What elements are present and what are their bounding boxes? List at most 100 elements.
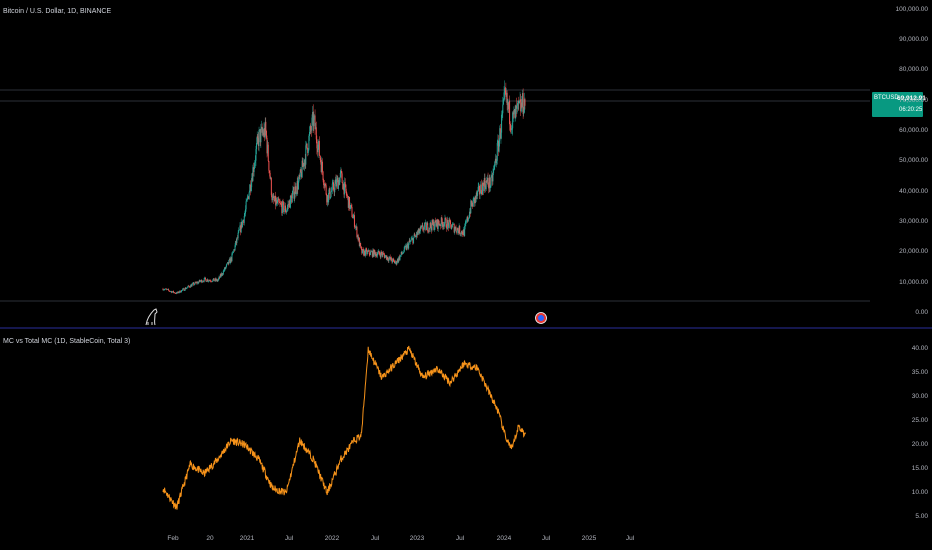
- candle-body: [265, 121, 267, 131]
- candle-body: [461, 230, 463, 234]
- candle-body: [482, 182, 484, 185]
- candle-body: [259, 129, 261, 143]
- candle-body: [459, 225, 461, 234]
- candle-body: [288, 201, 290, 205]
- candle-body: [282, 201, 284, 203]
- candle-body: [358, 237, 360, 247]
- candle-body: [504, 88, 506, 91]
- candle-body: [216, 279, 218, 281]
- candle-body: [442, 224, 444, 227]
- candle-body: [465, 221, 467, 223]
- candle-body: [453, 223, 455, 233]
- candle-body: [207, 279, 209, 282]
- candle-body: [245, 201, 247, 210]
- candle-body: [171, 291, 173, 293]
- candle-body: [494, 158, 496, 162]
- candle-body: [311, 117, 313, 131]
- candle-body: [485, 180, 487, 190]
- candle-body: [424, 222, 426, 227]
- candle-body: [470, 200, 472, 214]
- candle-body: [270, 178, 272, 196]
- candle-body: [173, 292, 175, 293]
- candle-body: [365, 249, 367, 256]
- candle-body: [491, 175, 493, 182]
- candle-body: [341, 170, 343, 174]
- candle-body: [250, 187, 252, 192]
- candle-body: [260, 126, 262, 129]
- candle-body: [358, 237, 360, 241]
- candle-body: [180, 292, 182, 293]
- candle-body: [179, 290, 181, 293]
- candle-body: [232, 251, 234, 253]
- candle-body: [518, 101, 520, 104]
- x-tick-label: Jul: [455, 535, 465, 542]
- candle-body: [417, 228, 419, 233]
- candle-body: [335, 179, 337, 187]
- candle-body: [395, 260, 397, 265]
- event-marker-icon[interactable]: [145, 308, 158, 326]
- candle-body: [273, 200, 275, 202]
- candle-body: [222, 270, 224, 275]
- indicator-line: [162, 345, 526, 510]
- candle-body: [449, 219, 451, 221]
- candle-body: [196, 282, 198, 284]
- price-tag-symbol: BTCUSD: [874, 95, 899, 101]
- candle-body: [314, 115, 316, 130]
- candle-body: [392, 258, 394, 260]
- candle-body: [374, 250, 376, 253]
- candle-body: [228, 258, 230, 261]
- candle-body: [445, 218, 447, 228]
- candle-body: [475, 196, 477, 199]
- dividend-icon[interactable]: [535, 312, 547, 324]
- candle-body: [298, 175, 300, 181]
- candle-body: [432, 221, 434, 225]
- candle-body: [172, 290, 174, 292]
- candle-body: [390, 257, 392, 261]
- candle-body: [281, 201, 283, 214]
- candle-body: [457, 228, 459, 231]
- candle-body: [321, 161, 323, 172]
- candle-body: [183, 288, 185, 291]
- candle-body: [477, 186, 479, 191]
- candle-body: [209, 280, 211, 282]
- candle-body: [409, 240, 411, 242]
- y-tick-label: 20.00: [911, 441, 928, 448]
- candle-body: [337, 177, 339, 189]
- x-tick-label: 2025: [581, 535, 597, 542]
- candle-body: [181, 290, 183, 291]
- candle-body: [460, 233, 462, 235]
- candle-body: [419, 231, 421, 234]
- candle-body: [408, 240, 410, 244]
- candle-body: [470, 200, 472, 207]
- candle-body: [310, 125, 312, 130]
- last-price-tag: BTCUSD 69,912.91 06:20:25: [872, 92, 926, 117]
- candle-body: [268, 161, 270, 171]
- candle-body: [355, 226, 357, 228]
- candle-body: [451, 227, 453, 229]
- candle-body: [374, 252, 376, 256]
- candle-body: [353, 215, 355, 217]
- candle-body: [407, 243, 409, 249]
- candle-body: [231, 253, 233, 261]
- candle-body: [417, 232, 419, 235]
- bar-countdown: 06:20:25: [899, 107, 923, 113]
- candle-body: [367, 251, 369, 252]
- candle-body: [309, 131, 311, 136]
- candle-body: [422, 229, 424, 231]
- candle-body: [307, 148, 309, 153]
- candle-body: [271, 195, 273, 201]
- candle-body: [220, 274, 222, 277]
- candle-body: [413, 237, 415, 244]
- candle-body: [301, 172, 303, 178]
- candle-body: [312, 112, 314, 127]
- candle-body: [475, 192, 477, 199]
- candle-body: [412, 238, 414, 244]
- candle-body: [209, 280, 211, 281]
- candle-body: [381, 253, 383, 256]
- candle-body: [316, 139, 318, 149]
- candle-body: [489, 177, 491, 188]
- candle-body: [427, 231, 429, 233]
- candle-body: [405, 245, 407, 250]
- candle-body: [472, 202, 474, 207]
